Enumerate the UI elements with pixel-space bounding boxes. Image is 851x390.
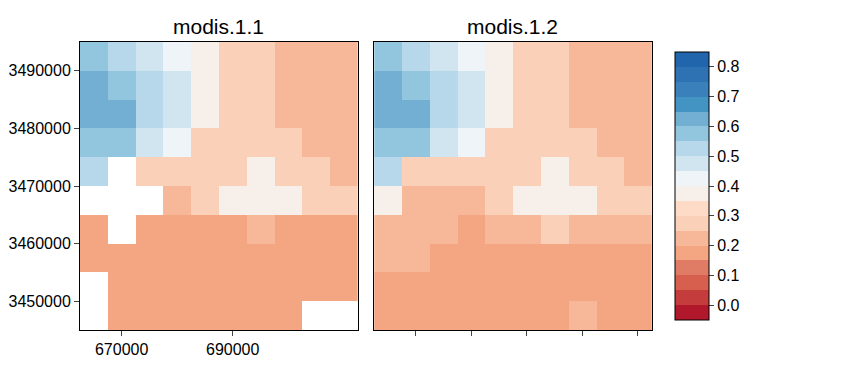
svg-text:3470000: 3470000: [9, 178, 71, 195]
svg-text:0.3: 0.3: [717, 207, 739, 224]
svg-text:0.6: 0.6: [717, 118, 739, 135]
svg-text:0.1: 0.1: [717, 267, 739, 284]
svg-text:0.0: 0.0: [717, 297, 739, 314]
svg-text:0.4: 0.4: [717, 178, 739, 195]
svg-text:0.5: 0.5: [717, 148, 739, 165]
svg-text:670000: 670000: [95, 341, 148, 358]
svg-text:0.8: 0.8: [717, 58, 739, 75]
svg-text:modis.1.2: modis.1.2: [467, 15, 558, 38]
svg-text:modis.1.1: modis.1.1: [173, 15, 264, 38]
svg-text:690000: 690000: [206, 341, 259, 358]
svg-text:3490000: 3490000: [9, 62, 71, 79]
svg-text:3480000: 3480000: [9, 120, 71, 137]
svg-text:0.7: 0.7: [717, 88, 739, 105]
svg-text:3460000: 3460000: [9, 235, 71, 252]
svg-text:0.2: 0.2: [717, 237, 739, 254]
svg-text:3450000: 3450000: [9, 293, 71, 310]
